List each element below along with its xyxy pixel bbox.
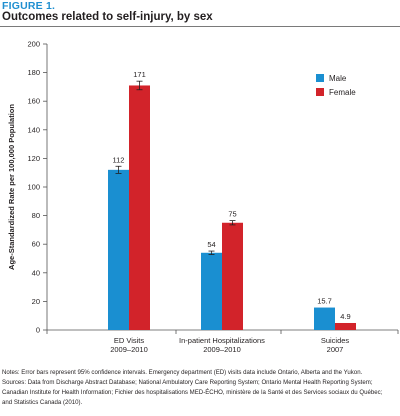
- x-category-label: 2009–2010: [110, 345, 148, 354]
- y-tick-label: 180: [27, 68, 40, 77]
- figure-notes: Notes: Error bars represent 95% confiden…: [2, 368, 398, 408]
- y-tick-label: 200: [27, 40, 40, 49]
- x-category-label: 2009–2010: [203, 345, 241, 354]
- bar-female: [129, 85, 150, 330]
- bar-female: [222, 222, 243, 330]
- y-tick-label: 100: [27, 183, 40, 192]
- sources-line: Canadian Institute for Health Informatio…: [2, 389, 383, 396]
- legend-swatch-female: [316, 88, 324, 96]
- data-label: 4.9: [340, 312, 350, 321]
- data-label: 75: [228, 210, 236, 219]
- figure-title: Outcomes related to self-injury, by sex: [2, 11, 213, 23]
- x-category-label: 2007: [327, 345, 344, 354]
- y-tick-label: 160: [27, 97, 40, 106]
- bar-chart: 0 20 40 60 80 100 120 140 160 180 200 Age-Standardi…: [7, 40, 399, 354]
- y-tick-label: 0: [36, 326, 40, 335]
- sources-line: and Statistics Canada (2010).: [2, 399, 83, 406]
- legend-label-male: Male: [329, 74, 347, 83]
- y-tick-label: 80: [32, 211, 40, 220]
- data-label: 15.7: [317, 297, 332, 306]
- legend-label-female: Female: [329, 88, 356, 97]
- data-label: 54: [207, 240, 215, 249]
- data-label: 112: [113, 155, 125, 164]
- bar-female: [335, 322, 356, 330]
- data-label: 171: [133, 70, 146, 79]
- legend-swatch-male: [316, 74, 324, 82]
- figure-header: FIGURE 1. Outcomes related to self-injur…: [0, 0, 400, 23]
- figure-label: FIGURE 1.: [2, 0, 56, 12]
- bar-male: [201, 252, 222, 330]
- y-tick-label: 20: [32, 297, 40, 306]
- bar-male: [314, 307, 335, 330]
- y-tick-label: 140: [27, 125, 40, 134]
- x-category-label: Suicides: [321, 336, 350, 345]
- x-category-label: In-patient Hospitalizations: [179, 336, 265, 345]
- y-tick-label: 120: [27, 154, 40, 163]
- x-category-label: ED Visits: [114, 336, 145, 345]
- bar-male: [108, 169, 129, 330]
- y-tick-label: 40: [32, 268, 40, 277]
- sources-line: Sources: Data from Discharge Abstract Da…: [2, 379, 373, 386]
- notes-line: Notes: Error bars represent 95% confiden…: [2, 369, 363, 376]
- y-tick-label: 60: [32, 240, 40, 249]
- header-divider: [0, 26, 400, 27]
- y-axis-title: Age-Standardized Rate per 100,000 Popula…: [7, 104, 16, 270]
